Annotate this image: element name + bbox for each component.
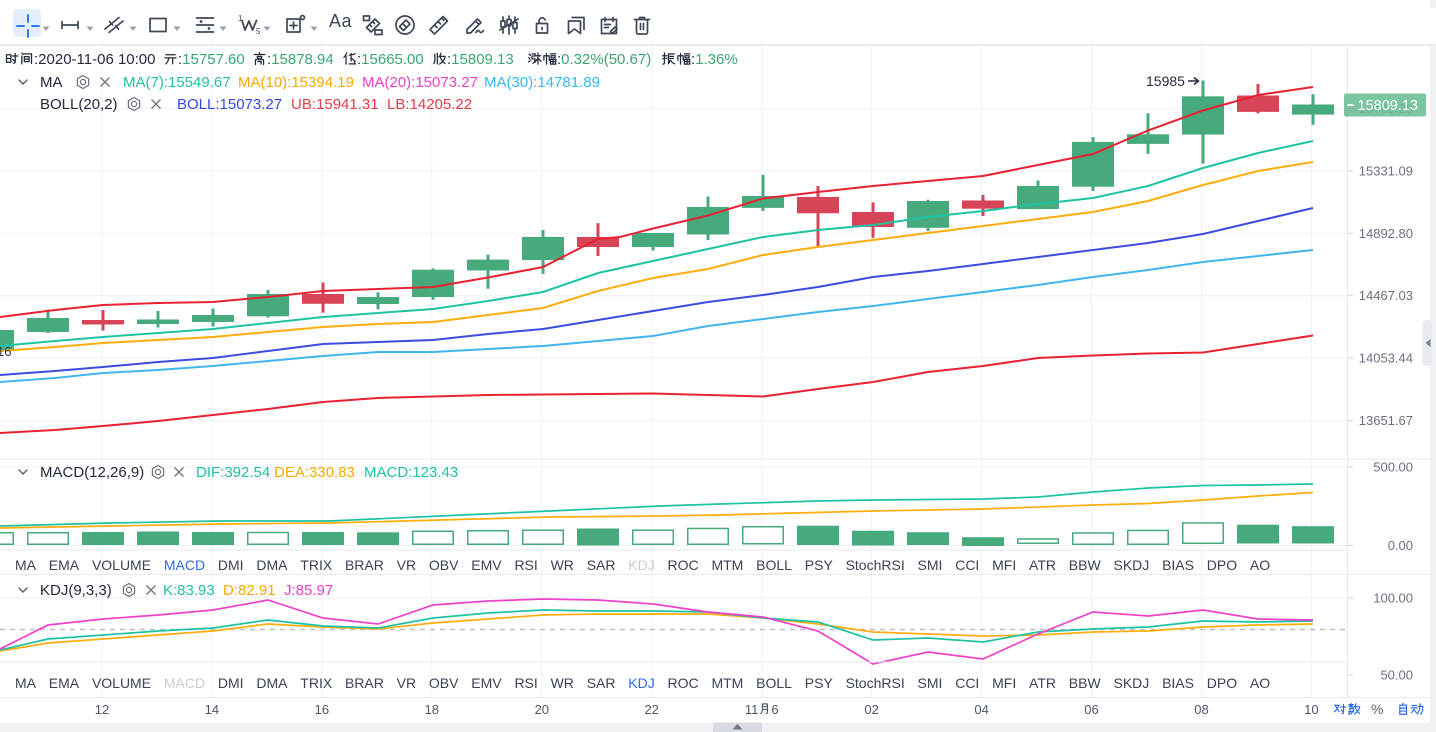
svg-text:13651.67: 13651.67 bbox=[1359, 413, 1413, 428]
svg-text:16: 16 bbox=[0, 344, 11, 359]
svg-text:5: 5 bbox=[256, 27, 261, 36]
svg-text:14892.80: 14892.80 bbox=[1359, 226, 1413, 241]
svg-text:1: 1 bbox=[238, 14, 243, 23]
svg-text:100.00: 100.00 bbox=[1373, 591, 1413, 606]
svg-text:15331.09: 15331.09 bbox=[1359, 164, 1413, 179]
svg-text:15985: 15985 bbox=[1146, 73, 1185, 89]
svg-text:0.00: 0.00 bbox=[1388, 538, 1413, 553]
svg-text:50.00: 50.00 bbox=[1380, 668, 1413, 683]
svg-text:15809.13: 15809.13 bbox=[1358, 98, 1418, 114]
svg-text:14467.03: 14467.03 bbox=[1359, 288, 1413, 303]
svg-text:500.00: 500.00 bbox=[1373, 460, 1413, 475]
svg-text:14053.44: 14053.44 bbox=[1359, 351, 1413, 366]
